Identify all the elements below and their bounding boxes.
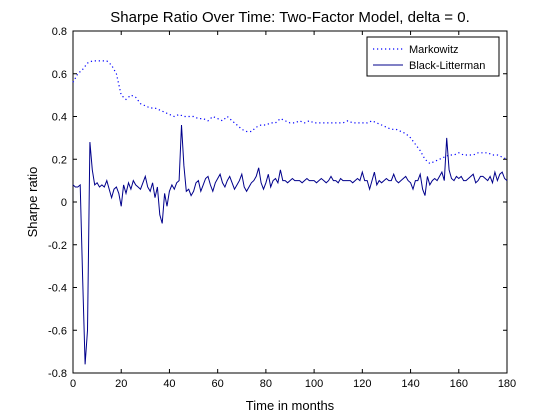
plot-frame bbox=[72, 30, 508, 374]
y-tick-label: 0.6 bbox=[52, 69, 67, 81]
y-tick-label: 0.2 bbox=[52, 154, 67, 166]
plot-area bbox=[72, 30, 508, 374]
x-tick-label: 120 bbox=[353, 378, 371, 390]
legend: Markowitz Black-Litterman bbox=[366, 36, 500, 77]
y-tick-label: 0 bbox=[61, 197, 67, 209]
axis-ticks: 0 20 40 60 80 100 120 140 160 180 -0.8 -0.6 -0.4 -0.2… bbox=[48, 26, 516, 390]
y-tick-label: -0.8 bbox=[48, 368, 67, 380]
legend-entry-label: Black-Litterman bbox=[409, 60, 485, 72]
x-tick-label: 140 bbox=[401, 378, 419, 390]
series-line-black-litterman bbox=[72, 124, 508, 365]
y-tick-label: -0.4 bbox=[48, 283, 67, 295]
y-tick-label: 0.4 bbox=[52, 112, 67, 124]
y-tick-label: 0.8 bbox=[52, 26, 67, 38]
chart-title: Sharpe Ratio Over Time: Two-Factor Model… bbox=[110, 9, 469, 26]
x-tick-label: 60 bbox=[212, 378, 224, 390]
x-tick-label: 100 bbox=[305, 378, 323, 390]
legend-box bbox=[366, 36, 500, 77]
series-lines bbox=[72, 60, 508, 365]
x-tick-label: 180 bbox=[498, 378, 516, 390]
x-tick-label: 40 bbox=[163, 378, 175, 390]
y-tick-label: -0.2 bbox=[48, 240, 67, 252]
x-tick-label: 80 bbox=[260, 378, 272, 390]
y-tick-label: -0.6 bbox=[48, 325, 67, 337]
series-line-markowitz bbox=[72, 60, 508, 165]
y-axis-label: Sharpe ratio bbox=[25, 167, 40, 238]
x-tick-label: 160 bbox=[450, 378, 468, 390]
x-axis-label: Time in months bbox=[246, 398, 335, 413]
x-tick-label: 0 bbox=[70, 378, 76, 390]
legend-entry-label: Markowitz bbox=[409, 44, 459, 56]
x-tick-label: 20 bbox=[115, 378, 127, 390]
